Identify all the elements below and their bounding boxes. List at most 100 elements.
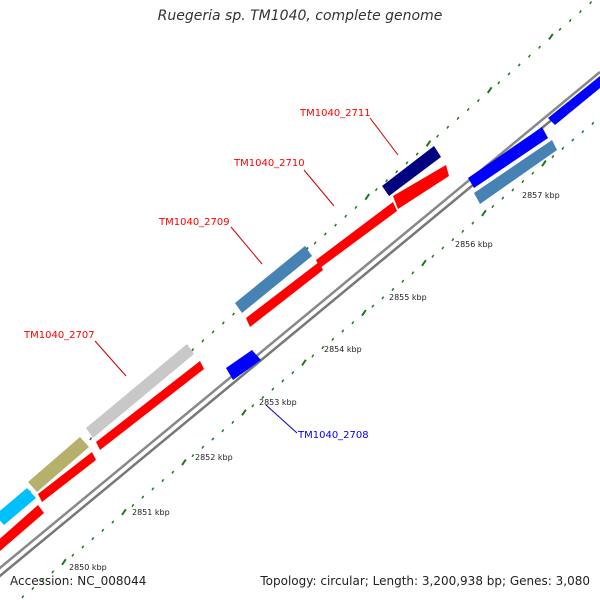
leader-2708 [265, 404, 298, 434]
gene-leaders [94, 117, 399, 434]
feature-silver [86, 344, 194, 438]
feature-cyan [0, 488, 36, 525]
outer-minor-tick [568, 18, 572, 23]
ruler-minor-tick [71, 553, 75, 557]
ruler-minor-tick [331, 337, 335, 341]
ruler-minor-tick [211, 437, 215, 441]
ruler-minor-tick [281, 379, 285, 383]
outer-minor-tick [191, 348, 195, 352]
tick-label-2855: 2855 kbp [389, 293, 427, 302]
outer-feature-row [0, 76, 600, 525]
genome-summary-text: Topology: circular; Length: 3,200,938 bp… [260, 574, 590, 588]
ruler-minor-tick [411, 271, 415, 275]
outer-minor-tick [89, 437, 93, 441]
outer-minor-tick [558, 27, 562, 32]
ruler-minor-tick [461, 229, 465, 234]
ruler-major-tick [541, 159, 547, 167]
outer-minor-tick [232, 312, 235, 316]
genome-backbone-outer [0, 71, 600, 570]
outer-minor-tick [385, 179, 388, 183]
ruler-minor-tick [501, 196, 505, 200]
ruler-minor-tick [571, 138, 575, 142]
ruler-major-tick [181, 458, 187, 466]
outer-minor-tick [211, 330, 215, 334]
ruler-minor-tick [341, 329, 345, 333]
outer-minor-tick [415, 152, 419, 156]
outer-minor-tick [589, 1, 593, 5]
outer-minor-tick [436, 134, 440, 138]
feature-red-f [393, 165, 449, 209]
outer-minor-tick [578, 9, 582, 14]
ruler-major-tick [121, 508, 127, 516]
ruler-minor-tick [321, 346, 325, 350]
ruler-minor-tick [431, 254, 435, 258]
tick-label-2857: 2857 kbp [522, 191, 560, 200]
tick-label-2851: 2851 kbp [132, 508, 170, 517]
ruler-minor-tick [531, 171, 535, 175]
ruler-minor-tick [21, 595, 25, 599]
outer-minor-tick [374, 187, 378, 192]
outer-major-tick [364, 193, 370, 201]
ruler-minor-tick [131, 503, 135, 508]
feature-khaki [28, 437, 89, 492]
gene-label-2707: TM1040_2707 [23, 330, 95, 341]
feature-blue-mid [468, 127, 548, 188]
ruler-minor-tick [111, 520, 115, 524]
outer-minor-tick [446, 125, 450, 129]
feature-blue-right [548, 76, 600, 125]
feature-red-e [316, 202, 397, 268]
ruler-minor-tick [401, 279, 405, 283]
ruler-minor-tick [491, 204, 495, 209]
outer-minor-tick [538, 45, 542, 49]
ruler-minor-tick [351, 321, 355, 325]
outer-major-tick [486, 86, 493, 94]
outer-major-tick [548, 33, 554, 41]
feature-red-d [246, 262, 323, 327]
accession-text: Accession: NC_008044 [10, 574, 147, 588]
ruler-minor-tick [391, 287, 395, 292]
outer-minor-tick [354, 205, 358, 209]
feature-steelblue-right [474, 140, 557, 204]
ruler-minor-tick [41, 578, 45, 582]
outer-minor-tick [313, 241, 317, 245]
ruler-minor-tick [271, 387, 275, 391]
tick-label-2856: 2856 kbp [455, 240, 493, 249]
feature-red-b [38, 452, 96, 502]
ruler-minor-tick [201, 445, 205, 449]
outer-minor-tick [517, 63, 521, 67]
ruler-minor-tick [551, 155, 555, 159]
leader-2710 [303, 169, 335, 207]
ruler-minor-tick [291, 370, 295, 375]
gene-label-2708: TM1040_2708 [297, 430, 369, 441]
tick-label-2852: 2852 kbp [195, 453, 233, 462]
ruler-minor-tick [191, 453, 195, 458]
ruler-major-tick [301, 359, 307, 367]
tick-label-2853: 2853 kbp [259, 398, 297, 407]
ruler-minor-tick [251, 404, 255, 408]
ruler-minor-tick [451, 238, 455, 242]
inner-tick-track [21, 121, 595, 599]
tick-label-2854: 2854 kbp [324, 345, 362, 354]
ruler-minor-tick [51, 570, 55, 574]
outer-minor-tick [497, 81, 501, 85]
ruler-minor-tick [31, 586, 35, 591]
outer-minor-tick [507, 72, 511, 76]
ruler-minor-tick [311, 354, 315, 358]
outer-minor-tick [527, 54, 531, 58]
ruler-minor-tick [101, 528, 105, 532]
outer-minor-tick [476, 98, 480, 103]
map-title: Ruegeria sp. TM1040, complete genome [157, 8, 443, 24]
feature-red-a [0, 505, 44, 551]
outer-minor-tick [201, 339, 205, 343]
gene-label-2710: TM1040_2710 [233, 158, 305, 169]
outer-minor-tick [395, 170, 399, 174]
ruler-minor-tick [561, 146, 565, 150]
ruler-minor-tick [231, 420, 235, 425]
ruler-minor-tick [471, 221, 475, 225]
outer-minor-tick [344, 214, 348, 218]
outer-major-tick [425, 140, 432, 147]
ruler-major-tick [61, 558, 67, 566]
ruler-minor-tick [521, 179, 525, 184]
feature-steelblue [235, 246, 312, 313]
